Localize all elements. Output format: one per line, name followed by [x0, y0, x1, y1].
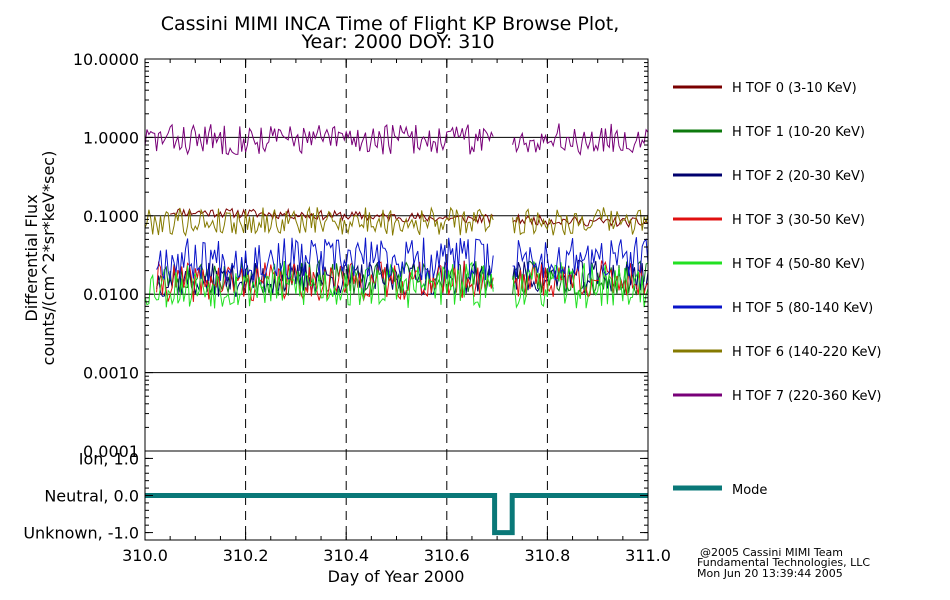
- flux-ylabel-line2: counts/(cm^2*sr*keV*sec): [39, 151, 58, 366]
- credit-line-company: Fundamental Technologies, LLC: [697, 556, 870, 569]
- legend-label-h-tof-7-220-360-kev: H TOF 7 (220-360 KeV): [732, 389, 881, 404]
- legend: H TOF 0 (3-10 KeV) H TOF 1 (10-20 KeV) H T…: [673, 81, 881, 498]
- x-tick-label-311-0: 311.0: [625, 546, 671, 565]
- flux-panel: 10.0000 1.0000 0.1000 0.0100 0.0010 0.0001 Di…: [22, 50, 649, 461]
- flux-ytick-label-0-1000: 0.1000: [83, 207, 139, 226]
- credit-line-date: Mon Jun 20 13:39:44 2005: [697, 567, 843, 580]
- mode-series-group: [145, 493, 648, 536]
- x-tick-label-310-2: 310.2: [223, 546, 269, 565]
- chart-title-line2: Year: 2000 DOY: 310: [300, 31, 494, 53]
- flux-plot-frame: [144, 58, 649, 452]
- x-tick-label-310-6: 310.6: [424, 546, 470, 565]
- legend-label-h-tof-2-20-30-kev: H TOF 2 (20-30 KeV): [732, 169, 865, 184]
- flux-ylabel-line1: Differential Flux: [22, 194, 41, 321]
- mode-ytick-label-unknown-1-0: Unknown, -1.0: [23, 524, 139, 543]
- x-tick-label-310-4: 310.4: [323, 546, 369, 565]
- chart-title: Cassini MIMI INCA Time of Flight KP Brow…: [161, 13, 620, 53]
- legend-label-mode: Mode: [732, 483, 767, 498]
- flux-ytick-label-0-0001: 0.0001: [83, 442, 139, 461]
- flux-ytick-label-0-0100: 0.0100: [83, 285, 139, 304]
- mode-series-line: [145, 493, 648, 536]
- x-tick-label-310-0: 310.0: [122, 546, 168, 565]
- flux-gridlines: [145, 59, 648, 451]
- legend-label-h-tof-3-30-50-kev: H TOF 3 (30-50 KeV): [732, 213, 865, 228]
- mode-y-ticks: Ion, 1.0 Neutral, 0.0 Unknown, -1.0: [23, 449, 648, 543]
- legend-label-h-tof-1-10-20-kev: H TOF 1 (10-20 KeV): [732, 125, 865, 140]
- series-line-h-tof-6-140-220-kev: [144, 205, 649, 237]
- x-tick-label-310-8: 310.8: [524, 546, 570, 565]
- flux-ytick-label-0-0010: 0.0010: [83, 364, 139, 383]
- x-axis: Day of Year 2000 310.0 310.2 310.4 310.6 310…: [122, 59, 671, 586]
- legend-label-h-tof-5-80-140-kev: H TOF 5 (80-140 KeV): [732, 301, 873, 316]
- x-axis-label: Day of Year 2000: [328, 567, 465, 586]
- legend-label-h-tof-0-3-10-kev: H TOF 0 (3-10 KeV): [732, 81, 857, 96]
- mode-ytick-label-ion-1-0: Ion, 1.0: [79, 449, 139, 468]
- mode-panel: Ion, 1.0 Neutral, 0.0 Unknown, -1.0: [23, 449, 649, 543]
- flux-y-ticks: 10.0000 1.0000 0.1000 0.0100 0.0010 0.0001: [73, 50, 648, 461]
- mode-ytick-label-neutral-0-0: Neutral, 0.0: [44, 487, 139, 506]
- flux-series-group: [144, 123, 649, 309]
- flux-ytick-label-10-0000: 10.0000: [73, 50, 139, 69]
- series-line-h-tof-0-3-10-kev: [170, 207, 649, 228]
- chart-title-line1: Cassini MIMI INCA Time of Flight KP Brow…: [161, 13, 620, 35]
- series-line-h-tof-5-80-140-kev: [156, 237, 649, 282]
- flux-ytick-label-1-0000: 1.0000: [83, 128, 139, 147]
- legend-label-h-tof-4-50-80-kev: H TOF 4 (50-80 KeV): [732, 257, 865, 272]
- credits: @2005 Cassini MIMI Team Fundamental Tech…: [697, 546, 870, 580]
- credit-line-copyright: @2005 Cassini MIMI Team: [700, 546, 843, 559]
- series-line-h-tof-7-220-360-kev: [144, 123, 649, 156]
- legend-label-h-tof-6-140-220-kev: H TOF 6 (140-220 KeV): [732, 345, 881, 360]
